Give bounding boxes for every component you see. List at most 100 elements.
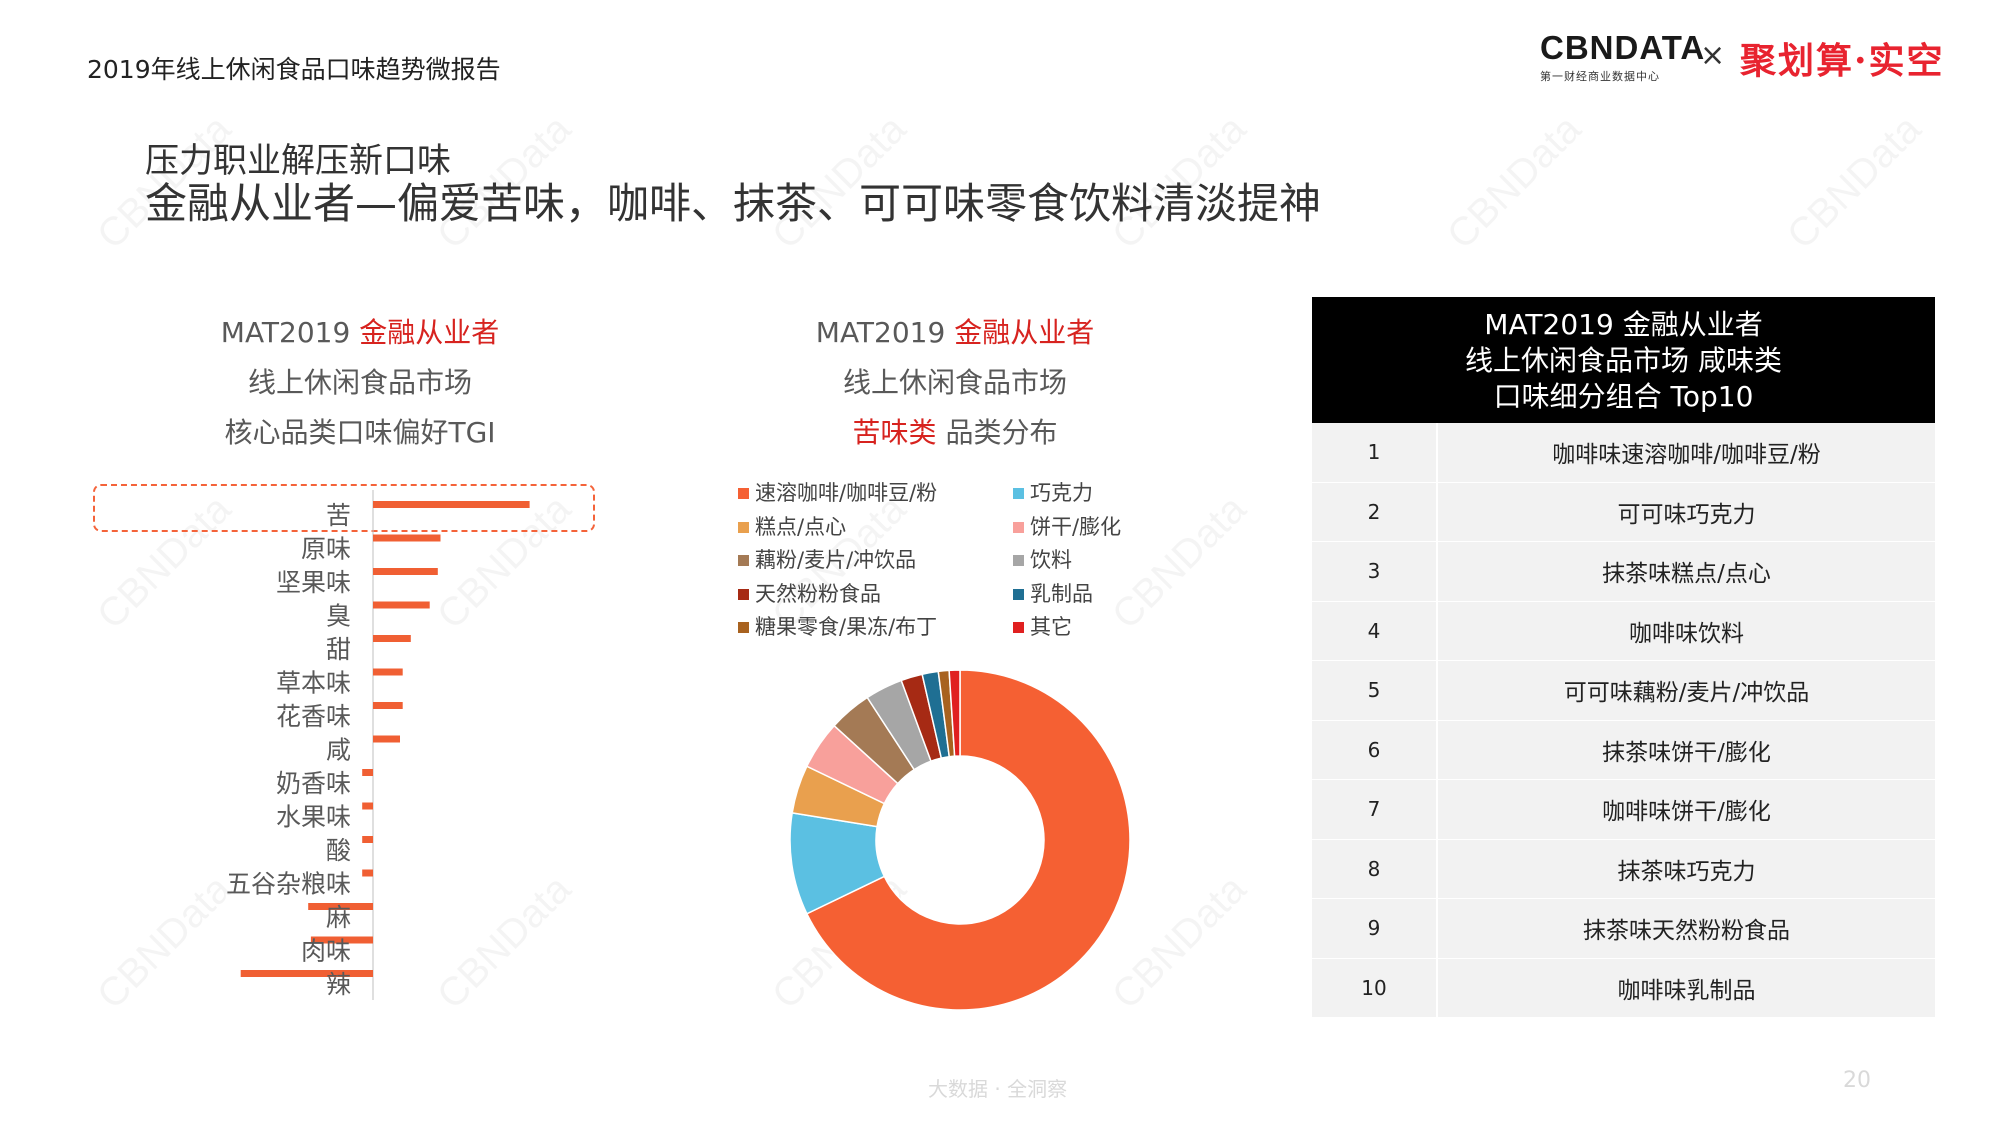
- cbndata-logo-subtext: 第一财经商业数据中心: [1540, 70, 1660, 83]
- table-flavor-cell: 可可味藕粉/麦片/冲饮品: [1438, 661, 1935, 720]
- table-flavor-cell: 抹茶味天然粉粉食品: [1438, 899, 1935, 958]
- tgi-category-label: 原味: [301, 535, 351, 564]
- legend-item: 糖果零食/果冻/布丁: [738, 611, 937, 641]
- legend-label: 天然粉粉食品: [755, 581, 881, 606]
- tgi-bar: [373, 501, 530, 508]
- tgi-category-label: 坚果味: [276, 568, 351, 597]
- table-rank-cell: 4: [1312, 601, 1436, 660]
- tgi-bar: [373, 735, 400, 743]
- table-flavor-cell: 抹茶味饼干/膨化: [1438, 720, 1935, 779]
- table-rank-cell: 2: [1312, 482, 1436, 541]
- tgi-bar: [362, 836, 373, 843]
- tgi-category-label: 酸: [326, 836, 351, 865]
- legend-item: 速溶咖啡/咖啡豆/粉: [738, 477, 937, 507]
- tgi-category-label: 咸: [326, 736, 351, 765]
- tgi-title-line3: 核心品类口味偏好TGI: [224, 416, 496, 449]
- tgi-category-label: 麻: [326, 903, 351, 932]
- tgi-category-label: 辣: [326, 970, 351, 999]
- table-header-line: 线上休闲食品市场 咸味类: [1465, 344, 1782, 377]
- tgi-category-label: 奶香味: [276, 769, 351, 798]
- tgi-category-label: 花香味: [276, 702, 351, 731]
- table-flavor-cell: 咖啡味饼干/膨化: [1438, 780, 1935, 839]
- legend-label: 饼干/膨化: [1030, 514, 1122, 539]
- tgi-title-highlight: 金融从业者: [359, 316, 500, 349]
- legend-item: 巧克力: [1013, 477, 1093, 507]
- donut-chart: [789, 669, 1131, 1011]
- table-rank-cell: 9: [1312, 899, 1436, 958]
- donut-title-line3-rest: 品类分布: [936, 416, 1058, 449]
- tgi-bar: [373, 635, 411, 642]
- table-rank-cell: 7: [1312, 780, 1436, 839]
- legend-item: 藕粉/麦片/冲饮品: [738, 544, 916, 574]
- legend-swatch: [738, 622, 749, 633]
- page-number: 20: [1843, 1068, 1871, 1093]
- legend-label: 糖果零食/果冻/布丁: [755, 615, 938, 639]
- legend-item: 天然粉粉食品: [738, 578, 881, 608]
- table-rank-cell: 5: [1312, 661, 1436, 720]
- legend-label: 其它: [1030, 615, 1072, 639]
- legend-label: 藕粉/麦片/冲饮品: [755, 548, 917, 572]
- report-title: 2019年线上休闲食品口味趋势微报告: [87, 55, 501, 84]
- legend-swatch: [1013, 555, 1024, 566]
- donut-slice: [805, 669, 1131, 1011]
- tgi-category-label: 臭: [326, 602, 351, 631]
- tgi-title-prefix: MAT2019: [220, 316, 360, 349]
- donut-title-line2: 线上休闲食品市场: [842, 366, 1067, 399]
- table-flavor-cell: 抹茶味糕点/点心: [1438, 542, 1935, 601]
- table-row: 1 咖啡味速溶咖啡/咖啡豆/粉: [1312, 423, 1935, 483]
- table-flavor-cell: 可可味巧克力: [1438, 482, 1935, 541]
- legend-item: 乳制品: [1013, 578, 1093, 608]
- slide-headline: 金融从业者—偏爱苦味，咖啡、抹茶、可可味零食饮料清淡提神: [145, 179, 1322, 228]
- top10-table: MAT2019 金融从业者 线上休闲食品市场 咸味类 口味细分组合 Top10 …: [1312, 297, 1935, 1018]
- tgi-bar: [362, 769, 373, 776]
- slide-subtitle: 压力职业解压新口味: [145, 141, 451, 181]
- legend-swatch: [1013, 521, 1024, 533]
- tgi-bar: [373, 568, 438, 575]
- tgi-bar: [373, 668, 403, 676]
- table-row: 10 咖啡味乳制品: [1312, 958, 1935, 1018]
- table-rank-cell: 1: [1312, 423, 1436, 482]
- legend-swatch: [738, 521, 749, 533]
- legend-item: 饮料: [1013, 544, 1072, 574]
- legend-label: 乳制品: [1030, 581, 1093, 606]
- table-flavor-cell: 抹茶味巧克力: [1438, 839, 1935, 898]
- tgi-bar: [362, 869, 373, 877]
- footer-tagline: 大数据 · 全洞察: [928, 1077, 1068, 1101]
- table-row: 5 可可味藕粉/麦片/冲饮品: [1312, 661, 1935, 721]
- legend-item: 糕点/点心: [738, 511, 846, 541]
- table-row: 9 抹茶味天然粉粉食品: [1312, 899, 1935, 959]
- table-row: 4 咖啡味饮料: [1312, 601, 1935, 661]
- tgi-category-label: 甜: [326, 635, 351, 664]
- tgi-bar: [373, 702, 403, 709]
- table-row: 2 可可味巧克力: [1312, 482, 1935, 542]
- legend-item: 饼干/膨化: [1013, 511, 1121, 541]
- logo-cross: ×: [1700, 38, 1726, 73]
- table-rank-cell: 8: [1312, 839, 1436, 898]
- tgi-bar: [373, 601, 430, 609]
- donut-title-line3-highlight: 苦味类: [852, 416, 937, 449]
- tgi-title-line2: 线上休闲食品市场: [247, 366, 472, 399]
- tgi-category-label: 五谷杂粮味: [226, 870, 351, 899]
- table-flavor-cell: 咖啡味速溶咖啡/咖啡豆/粉: [1438, 423, 1935, 482]
- table-header: MAT2019 金融从业者 线上休闲食品市场 咸味类 口味细分组合 Top10: [1312, 297, 1935, 423]
- table-flavor-cell: 咖啡味饮料: [1438, 601, 1935, 660]
- table-header-line: MAT2019 金融从业者: [1484, 308, 1763, 341]
- legend-swatch: [1013, 622, 1024, 633]
- cbndata-logo: CBNDATA 第一财经商业数据中心: [1540, 30, 1704, 84]
- watermark-text: CBNData: [1439, 107, 1590, 258]
- partner-logo: 聚划算·实空: [1740, 40, 1945, 82]
- table-row: 7 咖啡味饼干/膨化: [1312, 780, 1935, 840]
- tgi-bar: [240, 970, 373, 977]
- tgi-bar: [308, 903, 373, 910]
- legend-swatch: [738, 555, 749, 566]
- table-row: 3 抹茶味糕点/点心: [1312, 542, 1935, 602]
- tgi-bar: [373, 534, 441, 542]
- table-row: 8 抹茶味巧克力: [1312, 839, 1935, 899]
- donut-title-prefix: MAT2019: [815, 316, 955, 349]
- legend-label: 速溶咖啡/咖啡豆/粉: [755, 481, 938, 505]
- tgi-bar: [362, 802, 373, 810]
- watermark-text: CBNData: [1779, 107, 1930, 258]
- legend-label: 糕点/点心: [755, 514, 847, 539]
- table-row: 6 抹茶味饼干/膨化: [1312, 720, 1935, 780]
